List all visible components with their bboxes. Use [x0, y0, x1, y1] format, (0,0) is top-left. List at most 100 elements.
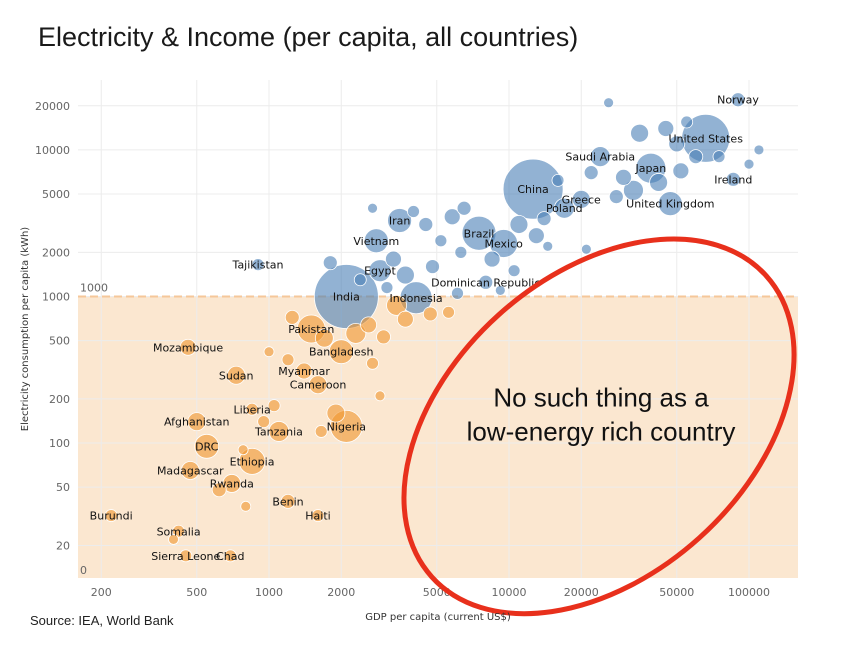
point	[615, 168, 632, 186]
point-ireland	[725, 171, 741, 187]
label-tajikistan: Tajikistan	[232, 259, 284, 272]
point-poland	[553, 197, 575, 219]
point	[237, 444, 249, 456]
point	[536, 211, 552, 226]
point	[668, 135, 686, 153]
point	[281, 353, 295, 367]
point-dominican-republic	[478, 274, 494, 290]
point	[443, 208, 461, 226]
point	[385, 250, 402, 268]
x-tick-label: 10000	[492, 586, 527, 599]
point	[583, 165, 599, 181]
label-japan: Japan	[635, 162, 667, 175]
point-sierra-leone	[179, 549, 193, 563]
label-madagascar: Madagascar	[157, 464, 224, 477]
x-tick-label: 50000	[659, 586, 694, 599]
y-tick-label: 10000	[35, 144, 70, 157]
point	[551, 173, 565, 187]
y-tick-label: 20000	[35, 100, 70, 113]
y-axis-label: Electricity consumption per capita (kWh)	[20, 227, 31, 431]
label-saudi-arabia: Saudi Arabia	[565, 151, 635, 164]
y-tick-label: 50	[56, 481, 70, 494]
point	[314, 425, 328, 438]
x-axis-label: GDP per capita (current US$)	[365, 612, 511, 623]
point	[451, 286, 464, 300]
label-egypt: Egypt	[364, 265, 396, 278]
point-vietnam	[363, 228, 389, 254]
point	[395, 265, 415, 285]
point-myanmar	[295, 362, 313, 380]
x-tick-label: 500	[186, 586, 207, 599]
point	[211, 482, 227, 498]
y-tick-label: 100	[49, 437, 70, 450]
label-greece: Greece	[562, 193, 601, 206]
label-liberia: Liberia	[233, 403, 270, 416]
point-madagascar	[180, 461, 200, 480]
label-mexico: Mexico	[484, 237, 523, 250]
point-united-kingdom	[657, 191, 683, 217]
label-sudan: Sudan	[219, 369, 254, 382]
point	[494, 285, 506, 296]
point-bangladesh	[328, 339, 354, 365]
point-tanzania	[268, 421, 290, 442]
point	[454, 245, 468, 259]
label-drc: DRC	[195, 440, 219, 453]
point-benin	[280, 493, 296, 509]
label-rwanda: Rwanda	[210, 477, 254, 490]
label-myanmar: Myanmar	[278, 365, 330, 378]
point	[422, 306, 438, 322]
point	[322, 255, 338, 271]
x-tick-label: 200	[91, 586, 112, 599]
label-vietnam: Vietnam	[353, 235, 399, 248]
source-note: Source: IEA, World Bank	[30, 613, 174, 628]
label-ethiopia: Ethiopia	[230, 455, 275, 468]
point	[366, 356, 379, 370]
x-axis-ticks: 200 500 1000 2000 5000 10000 20000 50000 100000	[91, 586, 770, 599]
annotation-line-2: low-energy rich country	[467, 416, 736, 446]
point	[418, 217, 434, 232]
label-afghanistan: Afghanistan	[164, 416, 230, 429]
label-india: India	[333, 290, 360, 303]
point-china	[502, 158, 564, 220]
point	[672, 162, 690, 180]
point	[168, 534, 179, 545]
label-benin: Benin	[272, 495, 303, 508]
point	[527, 227, 545, 245]
point-greece	[571, 189, 591, 209]
point	[743, 158, 755, 170]
point	[396, 310, 414, 328]
point-chad	[223, 549, 237, 563]
point-ethiopia	[238, 447, 266, 475]
y-tick-label: 1000	[42, 290, 70, 303]
point-burundi	[104, 509, 118, 522]
point	[753, 144, 765, 156]
point	[580, 243, 592, 255]
label-pakistan: Pakistan	[288, 323, 334, 336]
y-tick-label: 500	[49, 335, 70, 348]
point-iran	[387, 208, 412, 233]
label-iran: Iran	[389, 214, 411, 227]
label-burundi: Burundi	[90, 510, 133, 523]
point	[360, 316, 378, 334]
y-tick-label: 20	[56, 539, 70, 552]
label-somalia: Somalia	[157, 525, 201, 538]
label-united-kingdom: United Kingdom	[626, 198, 714, 211]
point	[345, 322, 367, 344]
label-chad: Chad	[216, 550, 244, 563]
point	[326, 403, 346, 423]
point-egypt	[368, 259, 392, 283]
label-china: China	[517, 183, 548, 196]
point	[608, 189, 624, 205]
point-afghanistan	[187, 412, 207, 432]
y-axis-ticks: 20 50 100 200 500 1000 2000 5000 10000 20000	[35, 100, 70, 553]
point-tajikistan	[251, 258, 265, 272]
data-points	[104, 92, 765, 563]
point	[630, 123, 649, 143]
point	[284, 309, 300, 325]
threshold-band	[78, 296, 798, 578]
label-poland: Poland	[546, 202, 583, 215]
label-tanzania: Tanzania	[254, 425, 303, 438]
point	[688, 149, 704, 165]
